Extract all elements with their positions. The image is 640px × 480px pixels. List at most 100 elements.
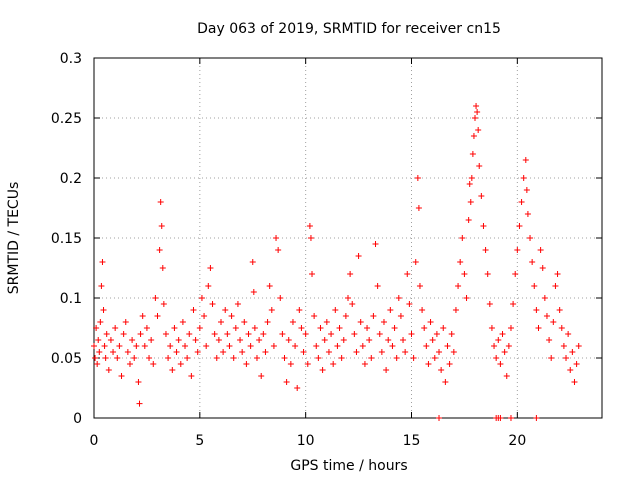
data-point	[194, 349, 201, 355]
data-point	[100, 307, 107, 313]
data-point	[433, 331, 440, 337]
data-point	[395, 295, 402, 301]
data-point	[400, 337, 407, 343]
data-point	[241, 319, 248, 325]
data-point	[345, 295, 351, 301]
data-point	[499, 331, 506, 337]
data-point	[136, 400, 143, 407]
data-point	[152, 295, 159, 301]
data-point	[334, 343, 341, 349]
data-point	[429, 337, 436, 343]
data-point	[110, 349, 117, 355]
data-point	[91, 343, 97, 349]
data-point	[249, 259, 256, 265]
data-point	[258, 373, 265, 379]
data-point	[529, 259, 536, 265]
data-point	[215, 337, 222, 343]
data-point	[353, 349, 360, 355]
data-point	[256, 337, 263, 343]
data-point	[368, 355, 375, 361]
data-point	[480, 223, 487, 229]
y-tick-label: 0	[73, 411, 82, 427]
data-point	[436, 415, 443, 421]
data-point	[372, 241, 379, 247]
data-point	[230, 355, 237, 361]
data-point	[556, 307, 563, 313]
data-point	[421, 325, 428, 331]
data-point	[389, 343, 396, 349]
data-point	[122, 319, 129, 325]
x-tick-label: 15	[403, 433, 421, 449]
data-point	[516, 223, 523, 229]
data-point	[220, 349, 227, 355]
data-point	[486, 301, 493, 307]
data-point	[203, 343, 210, 349]
data-point	[507, 415, 514, 421]
data-point	[253, 355, 260, 361]
data-point	[533, 307, 540, 313]
data-point	[287, 361, 294, 367]
data-point	[470, 133, 477, 139]
data-point	[165, 355, 172, 361]
data-point	[96, 349, 103, 355]
data-point	[391, 325, 398, 331]
data-point	[323, 319, 330, 325]
data-point	[105, 367, 112, 373]
data-point	[427, 319, 434, 325]
y-axis-label: SRMTID / TECUs	[6, 182, 22, 295]
data-point	[304, 361, 311, 367]
data-point	[317, 325, 324, 331]
data-point	[268, 307, 275, 313]
data-point	[523, 187, 530, 193]
data-point	[129, 337, 136, 343]
data-point	[524, 211, 531, 217]
data-point	[279, 331, 286, 337]
x-tick-label: 5	[195, 433, 204, 449]
data-point	[415, 205, 422, 211]
data-point	[154, 313, 161, 319]
data-point	[347, 271, 354, 277]
data-point	[393, 355, 400, 361]
data-point	[467, 199, 474, 205]
data-point	[95, 337, 102, 343]
data-point	[120, 331, 127, 337]
data-point	[243, 361, 250, 367]
data-point	[321, 337, 328, 343]
data-point	[442, 379, 449, 385]
data-point	[209, 301, 216, 307]
data-point	[294, 385, 301, 391]
y-tick-label: 0.2	[60, 171, 82, 187]
data-point	[414, 175, 421, 181]
data-point	[162, 331, 169, 337]
data-point	[179, 319, 186, 325]
data-point	[425, 361, 432, 367]
data-point	[198, 295, 205, 301]
data-point	[565, 331, 572, 337]
data-point	[355, 253, 362, 259]
data-point	[438, 367, 445, 373]
data-point	[461, 271, 468, 277]
data-point	[543, 313, 550, 319]
data-point	[493, 355, 500, 361]
data-point	[366, 337, 373, 343]
data-point	[171, 325, 178, 331]
data-point	[184, 355, 191, 361]
y-tick-labels: 0 0.05 0.1 0.15 0.2 0.25 0.3	[51, 51, 82, 427]
data-point	[419, 307, 426, 313]
data-point	[300, 349, 307, 355]
data-point	[455, 283, 462, 289]
data-point	[488, 325, 495, 331]
data-point	[247, 343, 254, 349]
data-point	[510, 301, 517, 307]
data-point	[107, 337, 114, 343]
data-points	[91, 103, 582, 421]
x-tick-label: 20	[508, 433, 526, 449]
data-point	[404, 271, 411, 277]
data-point	[234, 301, 241, 307]
data-point	[186, 331, 193, 337]
data-point	[270, 343, 277, 349]
data-point	[260, 331, 267, 337]
data-point	[465, 217, 472, 223]
data-point	[340, 337, 347, 343]
